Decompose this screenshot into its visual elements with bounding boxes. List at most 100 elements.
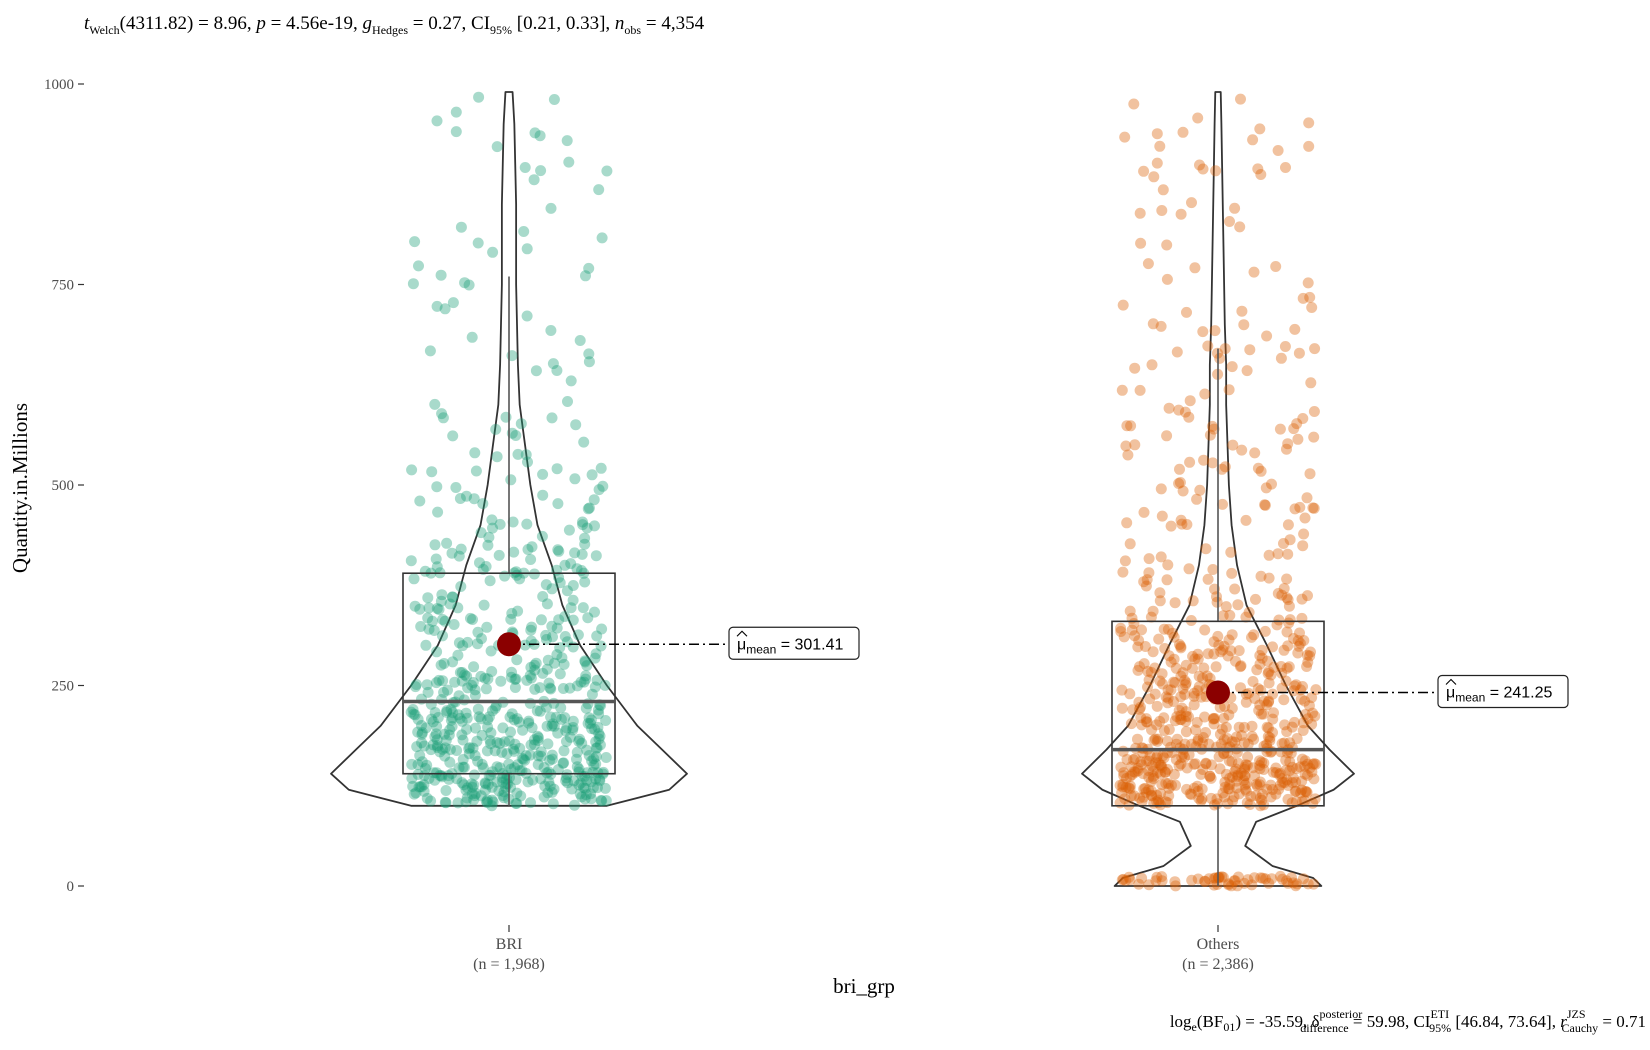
data-point (579, 782, 591, 794)
data-point (1121, 517, 1133, 529)
data-point (1268, 661, 1280, 673)
data-point (573, 763, 585, 775)
data-point (1204, 770, 1216, 782)
data-point (1307, 758, 1319, 770)
data-point (1282, 877, 1294, 889)
data-point (449, 676, 461, 688)
data-point (416, 727, 428, 739)
data-point (594, 730, 606, 742)
data-point (452, 797, 464, 809)
mean-label-box (1437, 674, 1569, 709)
data-point (1255, 169, 1267, 180)
data-point (1275, 661, 1287, 672)
data-point (542, 654, 554, 666)
data-point (1142, 665, 1154, 677)
data-point (1276, 873, 1288, 885)
data-point (589, 652, 601, 664)
data-point (1279, 777, 1291, 789)
data-point (589, 606, 600, 618)
data-point (1290, 785, 1302, 797)
data-point (482, 714, 494, 726)
data-point (590, 550, 602, 562)
data-point (585, 793, 597, 805)
data-point (447, 707, 459, 719)
data-point (1140, 713, 1152, 725)
data-point (440, 734, 452, 746)
data-point (1256, 794, 1268, 806)
data-point (1165, 656, 1177, 668)
data-point (1125, 790, 1137, 802)
data-point (1204, 429, 1216, 441)
data-point (1282, 548, 1294, 560)
data-point (517, 724, 529, 736)
data-point (1302, 656, 1314, 668)
data-point (433, 604, 445, 615)
data-point (1223, 783, 1235, 795)
data-point (543, 766, 555, 778)
data-point (429, 731, 441, 743)
data-point (1304, 762, 1316, 774)
data-point (1305, 377, 1317, 389)
data-point (510, 774, 522, 786)
data-point (1306, 692, 1318, 704)
data-point (483, 711, 495, 723)
data-point (594, 774, 606, 785)
data-point (1261, 721, 1273, 733)
box-others (1111, 620, 1325, 807)
data-point (1201, 670, 1213, 682)
data-point (1208, 648, 1220, 660)
data-point (590, 648, 602, 660)
data-point (1174, 714, 1186, 726)
data-point (590, 751, 602, 762)
data-point (1257, 788, 1268, 800)
data-point (472, 755, 484, 767)
data-point (1234, 221, 1246, 233)
data-point (1192, 733, 1204, 745)
data-point (1280, 754, 1292, 766)
data-point (1219, 343, 1231, 355)
data-point (1248, 733, 1260, 745)
data-point (1232, 771, 1244, 782)
data-point (466, 781, 478, 793)
data-point (579, 538, 591, 550)
data-point (1262, 731, 1274, 743)
data-point (1173, 404, 1185, 416)
data-point (453, 550, 465, 562)
data-point (517, 753, 529, 765)
data-point (1162, 692, 1174, 704)
data-point (558, 757, 570, 769)
data-point (1145, 611, 1157, 623)
data-point (1257, 708, 1269, 720)
data-point (453, 637, 465, 649)
data-point (1229, 202, 1241, 214)
data-point (547, 358, 559, 370)
data-point (1262, 668, 1274, 679)
violins (330, 91, 1355, 887)
data-point (1279, 341, 1291, 352)
data-point (1192, 112, 1204, 124)
data-point (1152, 735, 1163, 747)
data-point (566, 783, 578, 795)
data-point (582, 718, 594, 729)
data-point (439, 728, 450, 740)
data-point (463, 279, 475, 291)
data-point (509, 673, 521, 685)
data-point (1147, 318, 1159, 330)
data-point (1240, 785, 1252, 797)
data-point (1214, 763, 1226, 775)
data-point (1134, 703, 1145, 715)
data-point (518, 226, 530, 237)
data-point (469, 684, 481, 696)
data-point (1224, 772, 1236, 784)
data-point (413, 260, 424, 272)
data-point (1154, 799, 1166, 811)
data-point (561, 769, 573, 781)
data-point (1227, 771, 1238, 783)
data-point (1308, 758, 1320, 770)
data-point (1264, 732, 1276, 744)
data-point (593, 728, 605, 740)
data-point (1176, 752, 1188, 763)
data-point (1151, 871, 1163, 883)
data-point (1226, 361, 1238, 373)
